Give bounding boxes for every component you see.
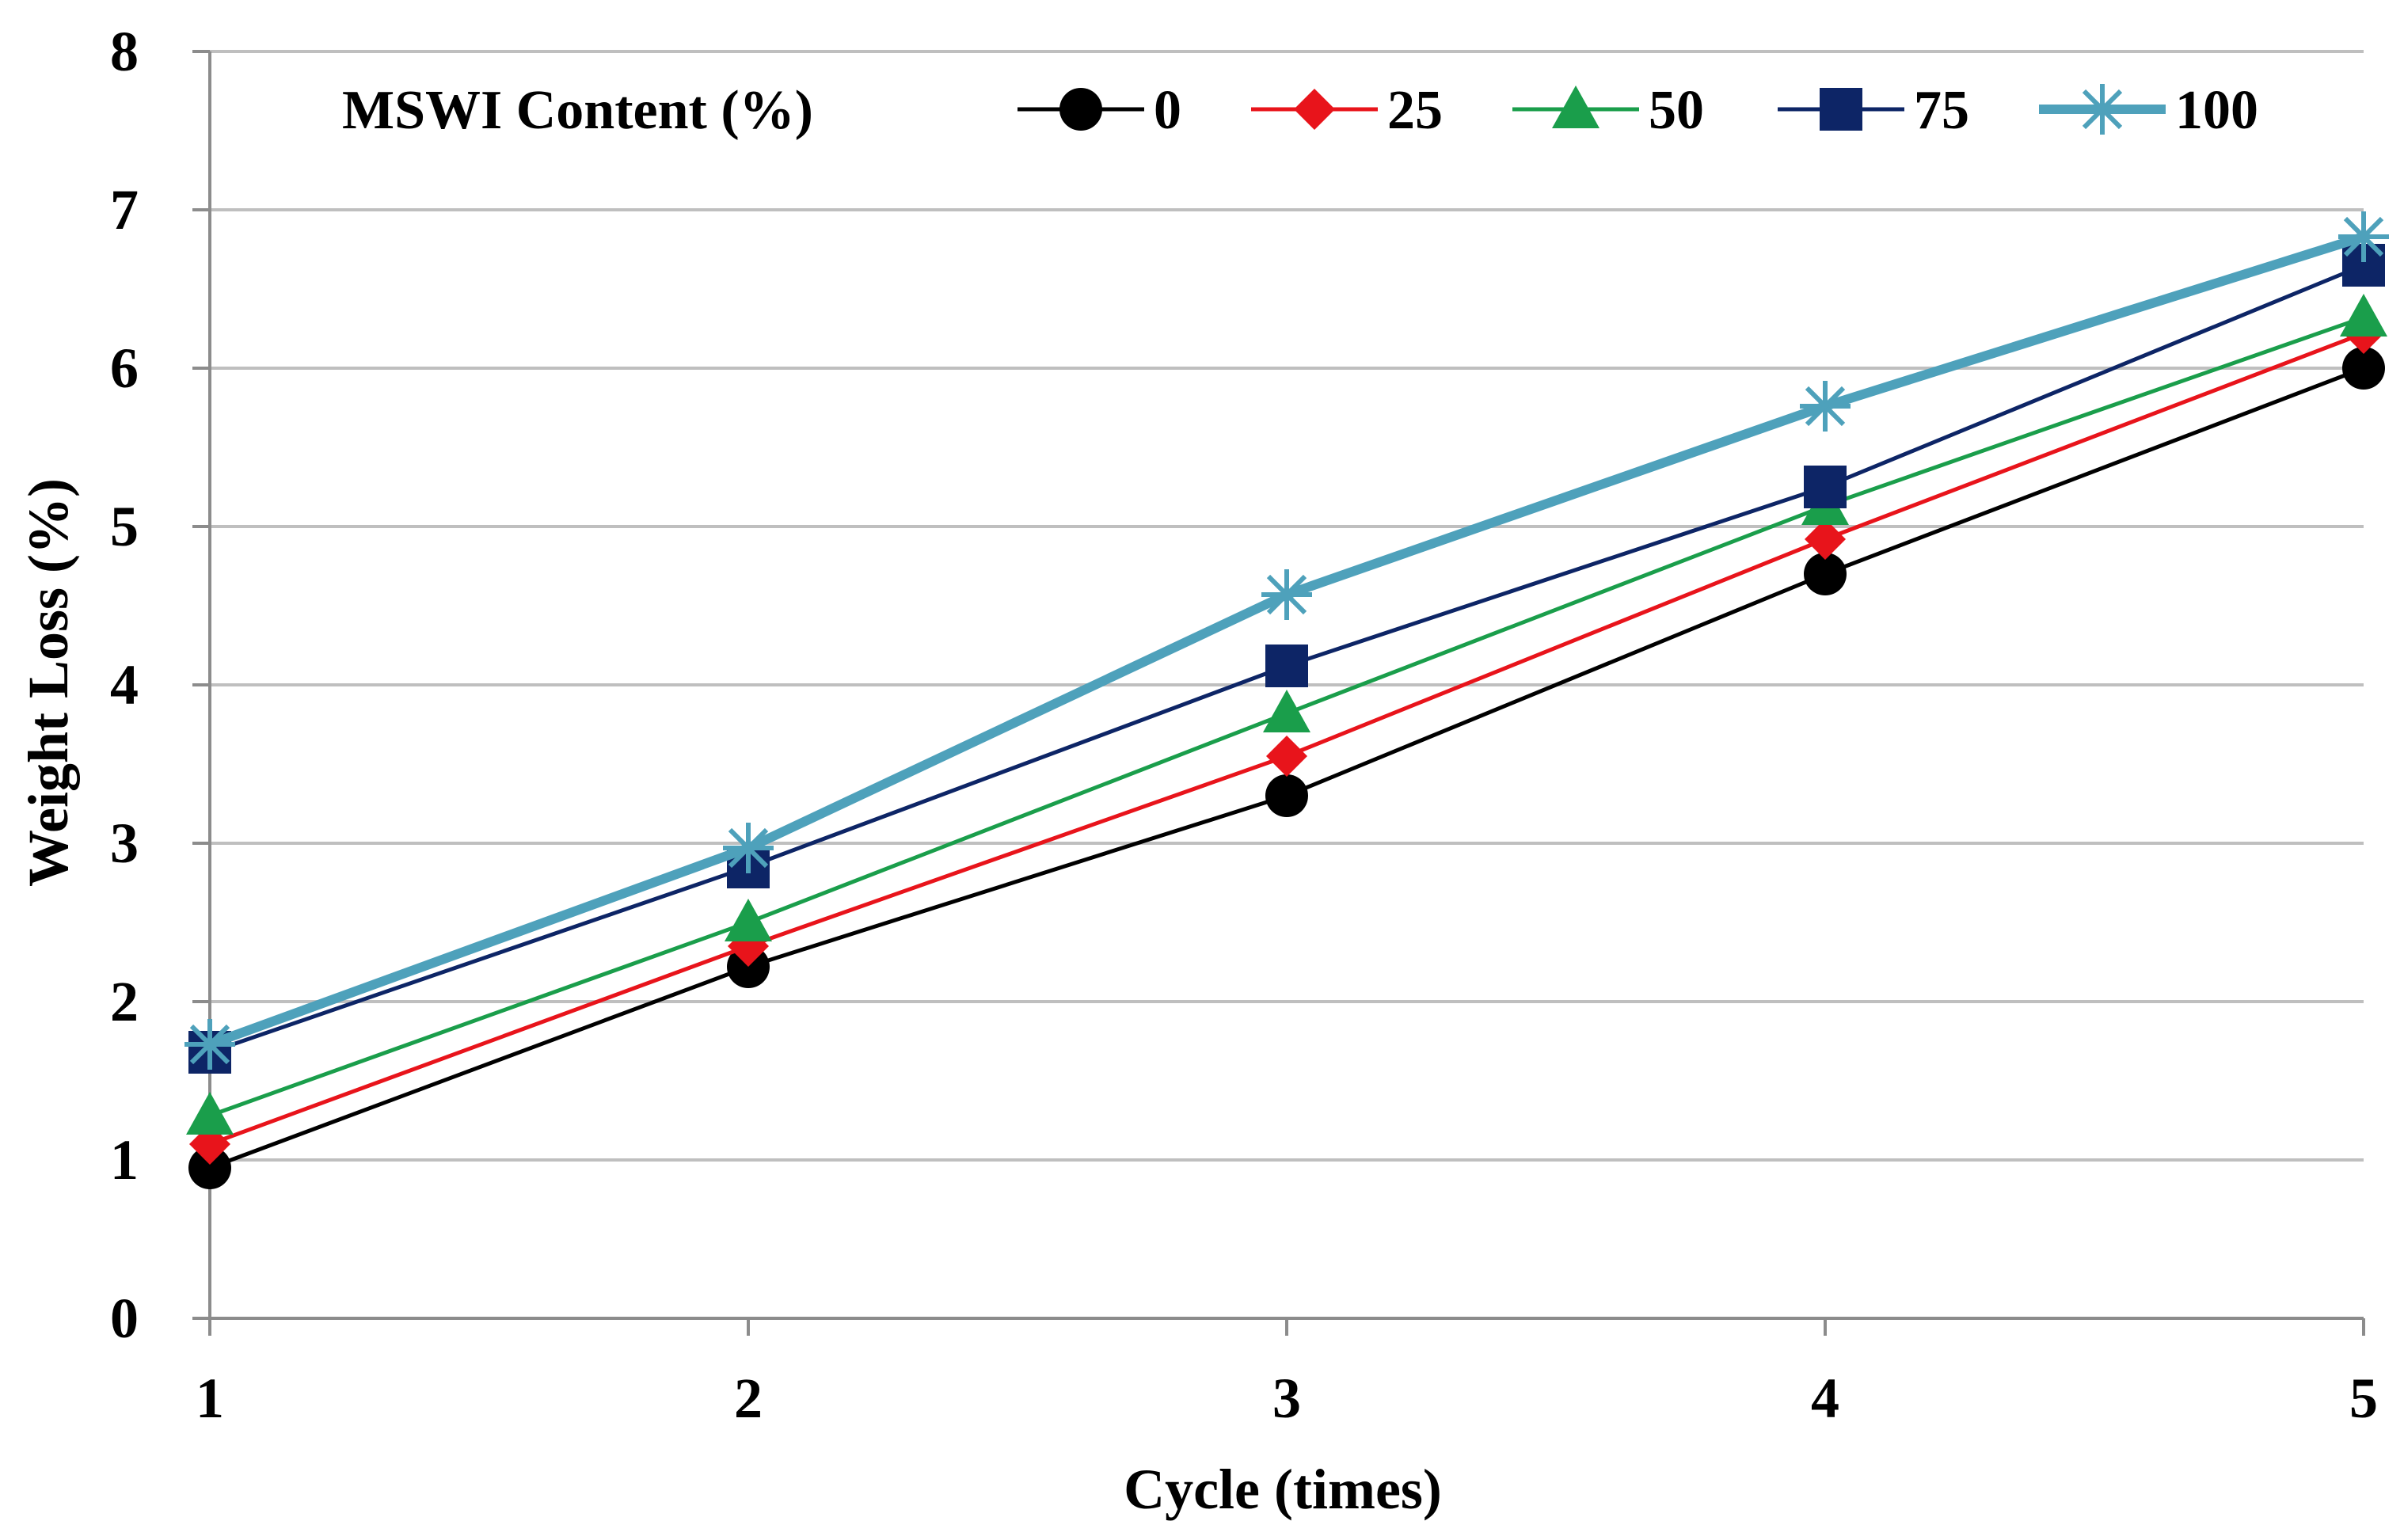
legend-entry-0: 0 [1018, 80, 1181, 141]
legend-marker-100 [2077, 84, 2128, 135]
data-point-50-cycle-1 [186, 1092, 234, 1135]
y-tick-label-0: 0 [110, 1287, 139, 1350]
legend-label-75: 75 [1914, 80, 1969, 141]
y-tick-label-6: 6 [110, 337, 139, 400]
legend-entry-25: 25 [1251, 80, 1443, 141]
data-point-50-cycle-5 [2340, 294, 2387, 337]
x-tick-label-1: 1 [196, 1367, 224, 1430]
data-point-100-cycle-1-stroke-3 [189, 1024, 230, 1065]
data-point-100-cycle-1 [184, 1019, 235, 1070]
legend-marker-75 [1820, 88, 1862, 131]
data-point-50-cycle-3 [1263, 690, 1310, 732]
x-tick-label-5: 5 [2349, 1367, 2378, 1430]
data-point-100-cycle-2-stroke-3 [728, 827, 769, 869]
y-tick-label-4: 4 [110, 653, 139, 717]
data-point-0-cycle-1 [188, 1146, 231, 1189]
legend-label-0: 0 [1154, 80, 1181, 141]
y-tick-label-7: 7 [110, 178, 139, 241]
axes [192, 50, 2365, 1336]
data-point-25-cycle-4 [1805, 519, 1846, 560]
y-tick-label-2: 2 [110, 970, 139, 1033]
series-100 [184, 211, 2389, 1070]
data-point-100-cycle-3 [1261, 569, 1312, 620]
y-tick-label-3: 3 [110, 812, 139, 875]
legend-marker-25 [1294, 89, 1335, 130]
legend-entry-100: 100 [2039, 80, 2258, 141]
x-tick-label-2: 2 [734, 1367, 763, 1430]
legend-label-25: 25 [1387, 80, 1443, 141]
data-point-75-cycle-3 [1265, 645, 1308, 687]
data-point-100-cycle-5 [2338, 211, 2389, 262]
data-point-0-cycle-5 [2342, 347, 2385, 390]
legend-entry-75: 75 [1778, 80, 1969, 141]
legend-label-100: 100 [2175, 80, 2258, 141]
series-50 [186, 294, 2387, 1135]
data-point-50-cycle-2 [725, 899, 772, 941]
gridlines [210, 50, 2364, 1162]
legend-label-50: 50 [1649, 80, 1704, 141]
data-point-100-cycle-5-stroke-3 [2343, 216, 2384, 257]
legend-marker-0 [1059, 88, 1102, 131]
data-point-75-cycle-4 [1804, 466, 1847, 508]
data-point-25-cycle-3 [1266, 736, 1307, 777]
data-point-100-cycle-3-stroke-3 [1266, 574, 1307, 615]
x-axis-title: Cycle (times) [1124, 1458, 1442, 1521]
y-tick-label-1: 1 [110, 1128, 139, 1192]
legend-marker-100-stroke-3 [2082, 89, 2123, 130]
y-tick-label-8: 8 [110, 20, 139, 83]
legend-entry-50: 50 [1512, 80, 1704, 141]
legend-marker-50 [1552, 86, 1599, 128]
data-point-0-cycle-3 [1265, 774, 1308, 817]
series-0 [188, 347, 2385, 1189]
series-line-100 [207, 232, 2365, 1049]
data-point-100-cycle-4 [1800, 381, 1851, 432]
legend: MSWI Content (%) 0 25 50 75 100 [342, 80, 2258, 141]
data-point-0-cycle-4 [1804, 553, 1847, 595]
series-25 [189, 313, 2384, 1165]
x-tick-label-3: 3 [1272, 1367, 1301, 1430]
y-tick-label-5: 5 [110, 495, 139, 558]
y-axis-title: Weight Loss (%) [17, 478, 80, 887]
data-point-100-cycle-2 [723, 823, 774, 873]
data-point-100-cycle-4-stroke-3 [1805, 386, 1846, 427]
series-lines [184, 211, 2389, 1189]
legend-title: MSWI Content (%) [342, 80, 813, 141]
x-tick-label-4: 4 [1811, 1367, 1839, 1430]
